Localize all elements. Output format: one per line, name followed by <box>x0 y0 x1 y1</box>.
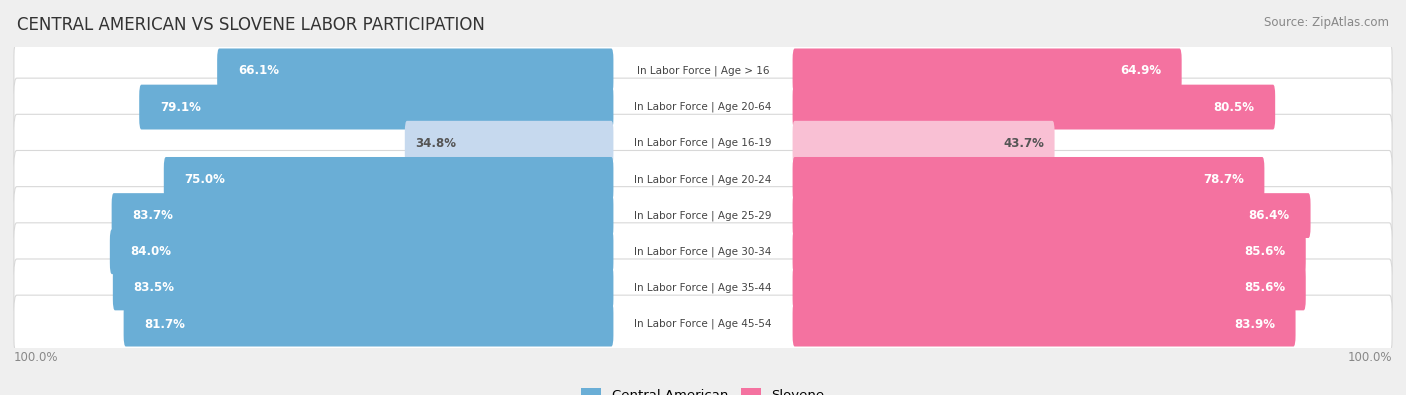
Text: 34.8%: 34.8% <box>415 137 456 150</box>
FancyBboxPatch shape <box>14 42 1392 100</box>
Text: 100.0%: 100.0% <box>14 351 59 364</box>
Text: 64.9%: 64.9% <box>1119 64 1161 77</box>
FancyBboxPatch shape <box>14 187 1392 245</box>
Text: In Labor Force | Age 20-24: In Labor Force | Age 20-24 <box>634 174 772 185</box>
Text: 66.1%: 66.1% <box>238 64 278 77</box>
FancyBboxPatch shape <box>111 193 613 238</box>
Text: 100.0%: 100.0% <box>1347 351 1392 364</box>
FancyBboxPatch shape <box>14 78 1392 136</box>
FancyBboxPatch shape <box>793 265 1306 310</box>
FancyBboxPatch shape <box>139 85 613 130</box>
Text: 83.9%: 83.9% <box>1234 318 1275 331</box>
FancyBboxPatch shape <box>793 49 1181 93</box>
Text: 43.7%: 43.7% <box>1004 137 1045 150</box>
FancyBboxPatch shape <box>14 223 1392 281</box>
FancyBboxPatch shape <box>14 150 1392 208</box>
FancyBboxPatch shape <box>14 114 1392 172</box>
Text: 85.6%: 85.6% <box>1244 245 1285 258</box>
FancyBboxPatch shape <box>163 157 613 202</box>
FancyBboxPatch shape <box>14 259 1392 317</box>
FancyBboxPatch shape <box>793 229 1306 274</box>
FancyBboxPatch shape <box>793 85 1275 130</box>
Text: 78.7%: 78.7% <box>1204 173 1244 186</box>
Text: In Labor Force | Age 20-64: In Labor Force | Age 20-64 <box>634 102 772 112</box>
FancyBboxPatch shape <box>217 49 613 93</box>
Text: 75.0%: 75.0% <box>184 173 225 186</box>
Text: 83.7%: 83.7% <box>132 209 173 222</box>
FancyBboxPatch shape <box>124 302 613 346</box>
Text: 79.1%: 79.1% <box>160 101 201 114</box>
Text: 85.6%: 85.6% <box>1244 281 1285 294</box>
FancyBboxPatch shape <box>793 302 1295 346</box>
Text: 83.5%: 83.5% <box>134 281 174 294</box>
Text: In Labor Force | Age 25-29: In Labor Force | Age 25-29 <box>634 210 772 221</box>
FancyBboxPatch shape <box>793 157 1264 202</box>
Text: 81.7%: 81.7% <box>145 318 186 331</box>
FancyBboxPatch shape <box>793 193 1310 238</box>
Text: 80.5%: 80.5% <box>1213 101 1254 114</box>
Text: In Labor Force | Age 16-19: In Labor Force | Age 16-19 <box>634 138 772 149</box>
Legend: Central American, Slovene: Central American, Slovene <box>576 383 830 395</box>
FancyBboxPatch shape <box>112 265 613 310</box>
Text: CENTRAL AMERICAN VS SLOVENE LABOR PARTICIPATION: CENTRAL AMERICAN VS SLOVENE LABOR PARTIC… <box>17 16 485 34</box>
Text: 84.0%: 84.0% <box>131 245 172 258</box>
Text: In Labor Force | Age 45-54: In Labor Force | Age 45-54 <box>634 319 772 329</box>
Text: 86.4%: 86.4% <box>1249 209 1289 222</box>
FancyBboxPatch shape <box>405 121 613 166</box>
FancyBboxPatch shape <box>14 295 1392 353</box>
Text: Source: ZipAtlas.com: Source: ZipAtlas.com <box>1264 16 1389 29</box>
FancyBboxPatch shape <box>110 229 613 274</box>
Text: In Labor Force | Age > 16: In Labor Force | Age > 16 <box>637 66 769 76</box>
Text: In Labor Force | Age 35-44: In Labor Force | Age 35-44 <box>634 283 772 293</box>
FancyBboxPatch shape <box>793 121 1054 166</box>
Text: In Labor Force | Age 30-34: In Labor Force | Age 30-34 <box>634 246 772 257</box>
